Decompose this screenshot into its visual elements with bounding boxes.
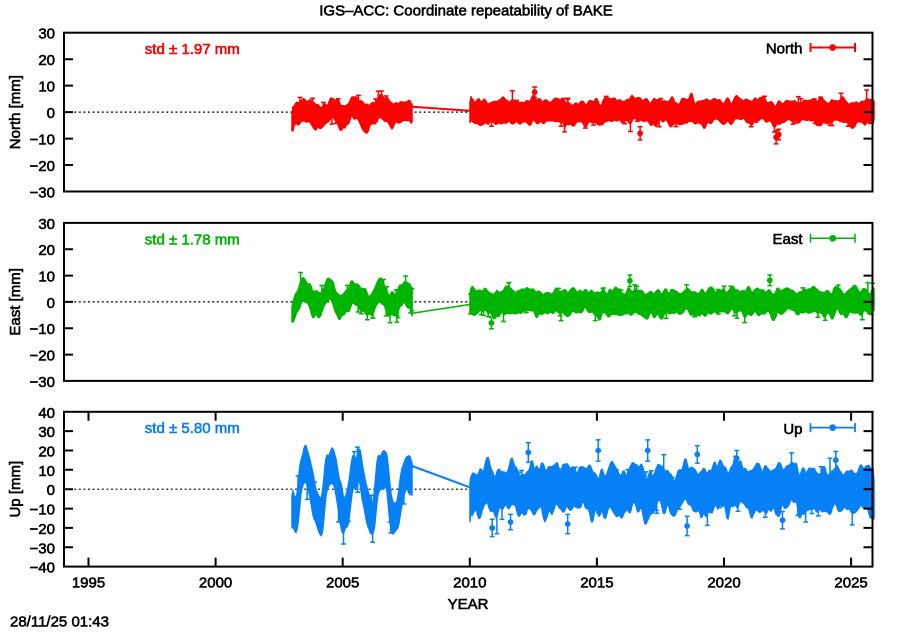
- svg-text:0: 0: [47, 295, 55, 312]
- svg-text:28/11/25 01:43: 28/11/25 01:43: [10, 614, 109, 631]
- svg-text:−20: −20: [30, 158, 55, 175]
- svg-text:10: 10: [38, 463, 55, 480]
- svg-text:std ± 1.78 mm: std ± 1.78 mm: [145, 232, 240, 249]
- svg-text:30: 30: [38, 26, 55, 43]
- svg-text:East [mm]: East [mm]: [7, 268, 24, 336]
- svg-text:std ± 5.80 mm: std ± 5.80 mm: [145, 420, 240, 437]
- svg-text:−30: −30: [30, 540, 55, 557]
- svg-text:2025: 2025: [834, 575, 867, 592]
- svg-text:Up: Up: [783, 421, 802, 438]
- svg-text:−20: −20: [30, 348, 55, 365]
- svg-text:20: 20: [38, 242, 55, 259]
- svg-text:North: North: [766, 40, 803, 57]
- svg-text:YEAR: YEAR: [448, 596, 489, 613]
- svg-text:−20: −20: [30, 521, 55, 538]
- svg-text:−10: −10: [30, 321, 55, 338]
- svg-text:2005: 2005: [326, 575, 359, 592]
- svg-text:10: 10: [38, 79, 55, 96]
- svg-text:2015: 2015: [580, 575, 613, 592]
- svg-text:0: 0: [47, 105, 55, 122]
- svg-text:2020: 2020: [707, 575, 740, 592]
- svg-text:0: 0: [47, 482, 55, 499]
- svg-text:−10: −10: [30, 502, 55, 519]
- svg-text:10: 10: [38, 269, 55, 286]
- svg-text:40: 40: [38, 405, 55, 422]
- svg-text:2000: 2000: [199, 575, 232, 592]
- svg-text:20: 20: [38, 52, 55, 69]
- svg-text:−30: −30: [30, 374, 55, 391]
- svg-text:Up [mm]: Up [mm]: [7, 461, 24, 518]
- svg-text:IGS–ACC: Coordinate repeatabil: IGS–ACC: Coordinate repeatability of BAK…: [319, 3, 612, 20]
- svg-text:−40: −40: [30, 560, 55, 577]
- svg-text:30: 30: [38, 216, 55, 233]
- svg-text:North [mm]: North [mm]: [7, 75, 24, 149]
- svg-text:East: East: [772, 231, 803, 248]
- svg-text:−10: −10: [30, 132, 55, 149]
- svg-text:2010: 2010: [453, 575, 486, 592]
- svg-text:std ± 1.97 mm: std ± 1.97 mm: [145, 41, 240, 58]
- svg-text:1995: 1995: [72, 575, 105, 592]
- svg-text:30: 30: [38, 424, 55, 441]
- svg-text:−30: −30: [30, 185, 55, 202]
- svg-text:20: 20: [38, 444, 55, 461]
